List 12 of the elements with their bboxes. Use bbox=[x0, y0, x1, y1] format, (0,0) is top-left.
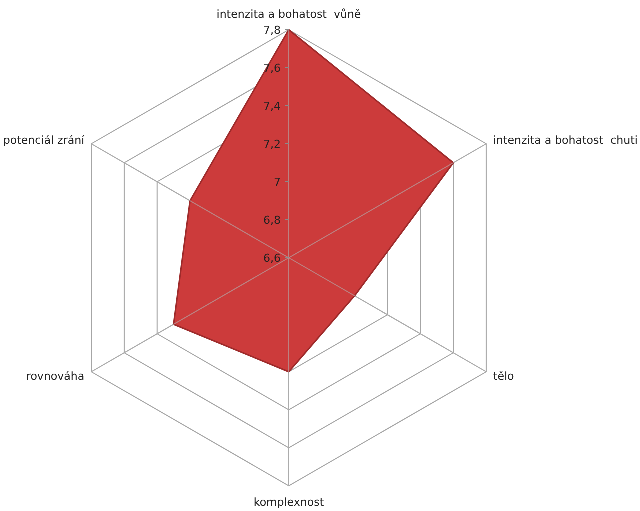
spoke-label: intenzita a bohatost vůně bbox=[216, 8, 362, 21]
y-tick-label: 7,4 bbox=[264, 100, 281, 113]
spoke-label: tělo bbox=[493, 370, 515, 383]
spoke-label: komplexnost bbox=[254, 496, 325, 509]
y-tick-label: 7,8 bbox=[264, 24, 281, 37]
y-tick-label: 6,6 bbox=[264, 252, 281, 265]
spoke-label: rovnováha bbox=[26, 370, 85, 383]
y-tick-label: 7,2 bbox=[264, 138, 281, 151]
spoke-label: potenciál zrání bbox=[3, 134, 86, 147]
y-tick-label: 6,8 bbox=[264, 214, 281, 227]
spoke-label: intenzita a bohatost chuti bbox=[493, 134, 638, 147]
y-tick-label: 7 bbox=[274, 176, 281, 189]
